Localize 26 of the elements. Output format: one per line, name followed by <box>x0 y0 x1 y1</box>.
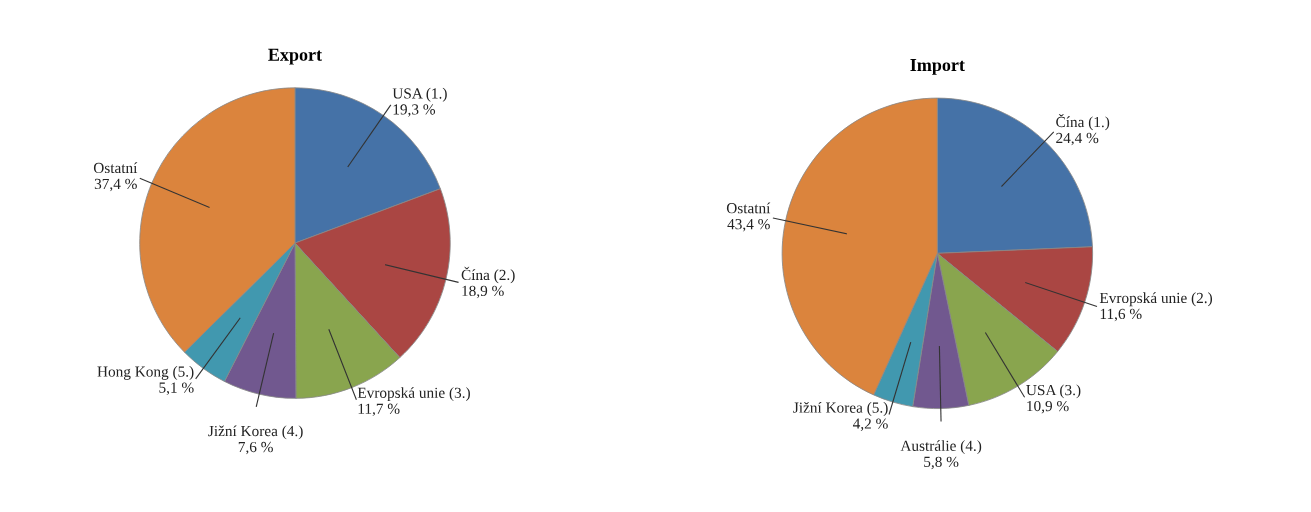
data-label: 11,7 % <box>358 403 400 417</box>
chart-title: Import <box>910 59 965 75</box>
slice-label: Ostatní <box>93 162 138 174</box>
data-label: 11,6 % <box>1100 308 1142 322</box>
data-label: 10,9 % <box>1027 400 1069 414</box>
data-label: 5,1 % <box>159 382 194 395</box>
slice-label: Evropská unie (2.) <box>1099 292 1213 307</box>
slice-label: Hong Kong (5.) <box>97 366 194 380</box>
data-label: 5,8 % <box>924 456 959 470</box>
slice-label: Austrálie (4.) <box>900 440 982 455</box>
slice-label: Jižní Korea (4.) <box>208 425 303 440</box>
slice-label: Čína (2.) <box>461 266 515 284</box>
data-label: 19,3 % <box>393 104 436 117</box>
slice-label: Čína (1.) <box>1056 113 1110 131</box>
data-label: 18,9 % <box>462 285 504 299</box>
slice-label: USA (3.) <box>1026 384 1081 399</box>
slice-label: USA (1.) <box>392 87 447 102</box>
chart-title: Export <box>268 48 322 65</box>
data-label: 37,4 % <box>94 178 137 192</box>
slice-label: Evropská unie (3.) <box>357 387 470 402</box>
data-label: 7,6 % <box>238 441 273 455</box>
slice-label: Jižní Korea (5.) <box>793 401 888 416</box>
slice-label: Ostatní <box>726 202 771 214</box>
data-label: 4,2 % <box>852 418 888 431</box>
data-label: 43,4 % <box>727 219 770 232</box>
data-label: 24,4 % <box>1056 132 1099 146</box>
